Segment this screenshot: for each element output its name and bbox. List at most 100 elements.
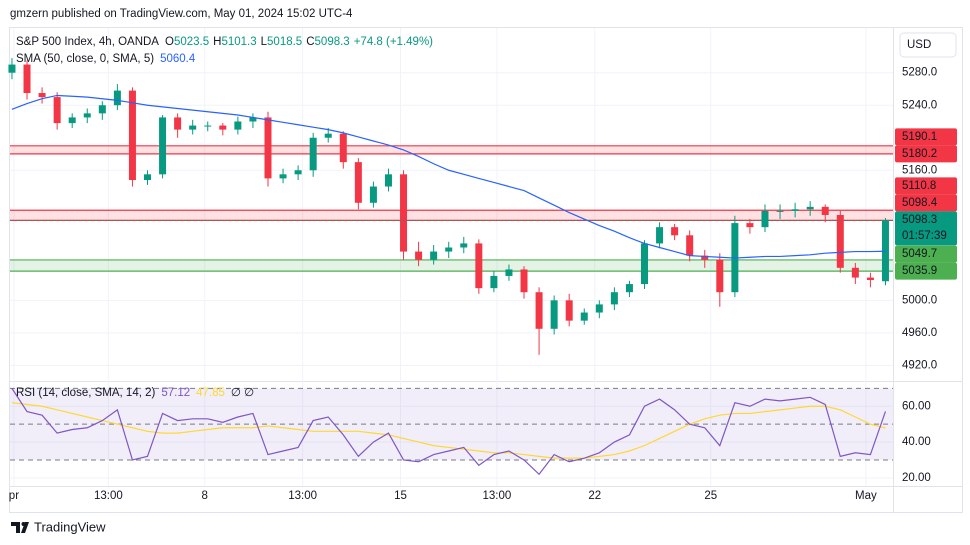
- candle-body: [430, 251, 438, 260]
- currency[interactable]: USD: [907, 39, 931, 51]
- candle-body: [113, 90, 121, 106]
- candle-body: [204, 125, 212, 127]
- candle-body: [625, 284, 633, 293]
- price-label-box: [895, 262, 957, 280]
- candle-body: [98, 105, 106, 114]
- price-label: 5098.3: [902, 214, 937, 226]
- ohlc-value: 5101.3: [221, 36, 256, 48]
- ohlc-value: 5018.5: [267, 36, 302, 48]
- candle-body: [294, 170, 302, 175]
- y-tick-label: 20.00: [902, 472, 931, 484]
- price-label: 5190.1: [902, 131, 937, 143]
- candle-body: [264, 117, 272, 179]
- y-tick-label: 60.00: [902, 400, 931, 412]
- candle-body: [339, 133, 347, 163]
- rsi-line: [11, 402, 886, 459]
- candle-body: [415, 251, 423, 260]
- candle-body: [490, 275, 498, 289]
- candle-body: [505, 269, 513, 276]
- candle-body: [219, 125, 227, 130]
- candle-body: [701, 255, 709, 260]
- price-label: 5098.4: [902, 197, 938, 209]
- y-tick-label: 4920.0: [902, 359, 937, 371]
- candle-body: [53, 97, 61, 124]
- sma-title: SMA (50, close, 0, SMA, 5): [16, 53, 154, 65]
- y-tick-label: 5160.0: [902, 164, 937, 176]
- x-tick-label: 15: [394, 490, 407, 502]
- y-tick-label: 5000.0: [902, 294, 937, 306]
- price-label-box: [895, 211, 957, 246]
- x-tick-label: pr: [9, 490, 19, 502]
- candle-body: [610, 292, 618, 305]
- candle-body: [851, 267, 859, 278]
- candle-body: [746, 223, 754, 228]
- rsi-ma-value: 47.85: [196, 387, 225, 399]
- candle-body: [354, 162, 362, 203]
- candle-body: [369, 186, 377, 203]
- zone: [10, 145, 893, 154]
- candle-body: [68, 117, 76, 124]
- frame: [9, 27, 963, 513]
- candle-body: [716, 259, 724, 293]
- x-tick-label: May: [855, 490, 877, 502]
- candle-body: [791, 209, 799, 211]
- ohlc-letter: L: [261, 36, 268, 48]
- y-tick-label: 40.00: [902, 436, 931, 448]
- sma-legend: SMA (50, close, 0, SMA, 5) 5060.4: [16, 53, 196, 65]
- candle-body: [128, 90, 136, 181]
- candle-body: [535, 292, 543, 329]
- candle-body: [656, 227, 664, 244]
- candle-body: [520, 269, 528, 293]
- x-tick-label: 13:00: [94, 490, 123, 502]
- ohlc-letter: O: [165, 36, 174, 48]
- candle-body: [189, 125, 197, 130]
- price-label: 5110.8: [902, 180, 936, 192]
- candle-body: [324, 133, 332, 138]
- change: +74.8 (+1.49%): [354, 36, 433, 48]
- candle-body: [761, 210, 769, 228]
- candle-body: [83, 113, 91, 118]
- logo-icon: [21, 522, 26, 526]
- x-tick-label: 8: [202, 490, 208, 502]
- candle-body: [806, 206, 814, 210]
- ohlc-value: 5098.3: [315, 36, 350, 48]
- symbol-legend: S&P 500 Index, 4h, OANDA O5023.5 H5101.3 L5…: [16, 36, 433, 48]
- rsi-extra: ∅ ∅: [231, 387, 254, 399]
- candle-body: [384, 174, 392, 187]
- candle-body: [565, 300, 573, 321]
- candle-body: [475, 243, 483, 289]
- currency-button[interactable]: [899, 32, 957, 58]
- candle-body: [580, 312, 588, 321]
- x-tick-label: 25: [704, 490, 717, 502]
- ohlc-letter: C: [306, 36, 314, 48]
- candle-body: [776, 210, 784, 212]
- ohlc-letter: H: [213, 36, 221, 48]
- y-tick-label: 5280.0: [902, 67, 937, 79]
- candle-body: [641, 243, 649, 285]
- candle-body: [550, 300, 558, 329]
- candle-body: [595, 304, 603, 313]
- candle-body: [671, 227, 679, 236]
- rsi-title: RSI (14, close, SMA, 14, 2): [16, 387, 156, 399]
- candle-body: [866, 277, 874, 281]
- candle-body: [8, 64, 16, 73]
- brand: TradingView: [34, 519, 106, 534]
- price-label: 5180.2: [902, 148, 937, 160]
- price-label-box: [895, 177, 957, 195]
- candle-body: [836, 214, 844, 268]
- candle-body: [400, 174, 408, 252]
- candle-body: [144, 174, 152, 181]
- price-label: 5035.9: [902, 265, 937, 277]
- candle-body: [460, 243, 468, 248]
- candle-body: [38, 93, 46, 98]
- rsi-value: 57.12: [161, 387, 190, 399]
- candle-body: [309, 137, 317, 171]
- ohlc-value: 5023.5: [174, 36, 209, 48]
- candle-body: [23, 64, 31, 94]
- x-tick-label: 22: [588, 490, 601, 502]
- sma-value: 5060.4: [160, 53, 196, 65]
- x-tick-label: 13:00: [288, 490, 317, 502]
- x-tick-label: 13:00: [483, 490, 512, 502]
